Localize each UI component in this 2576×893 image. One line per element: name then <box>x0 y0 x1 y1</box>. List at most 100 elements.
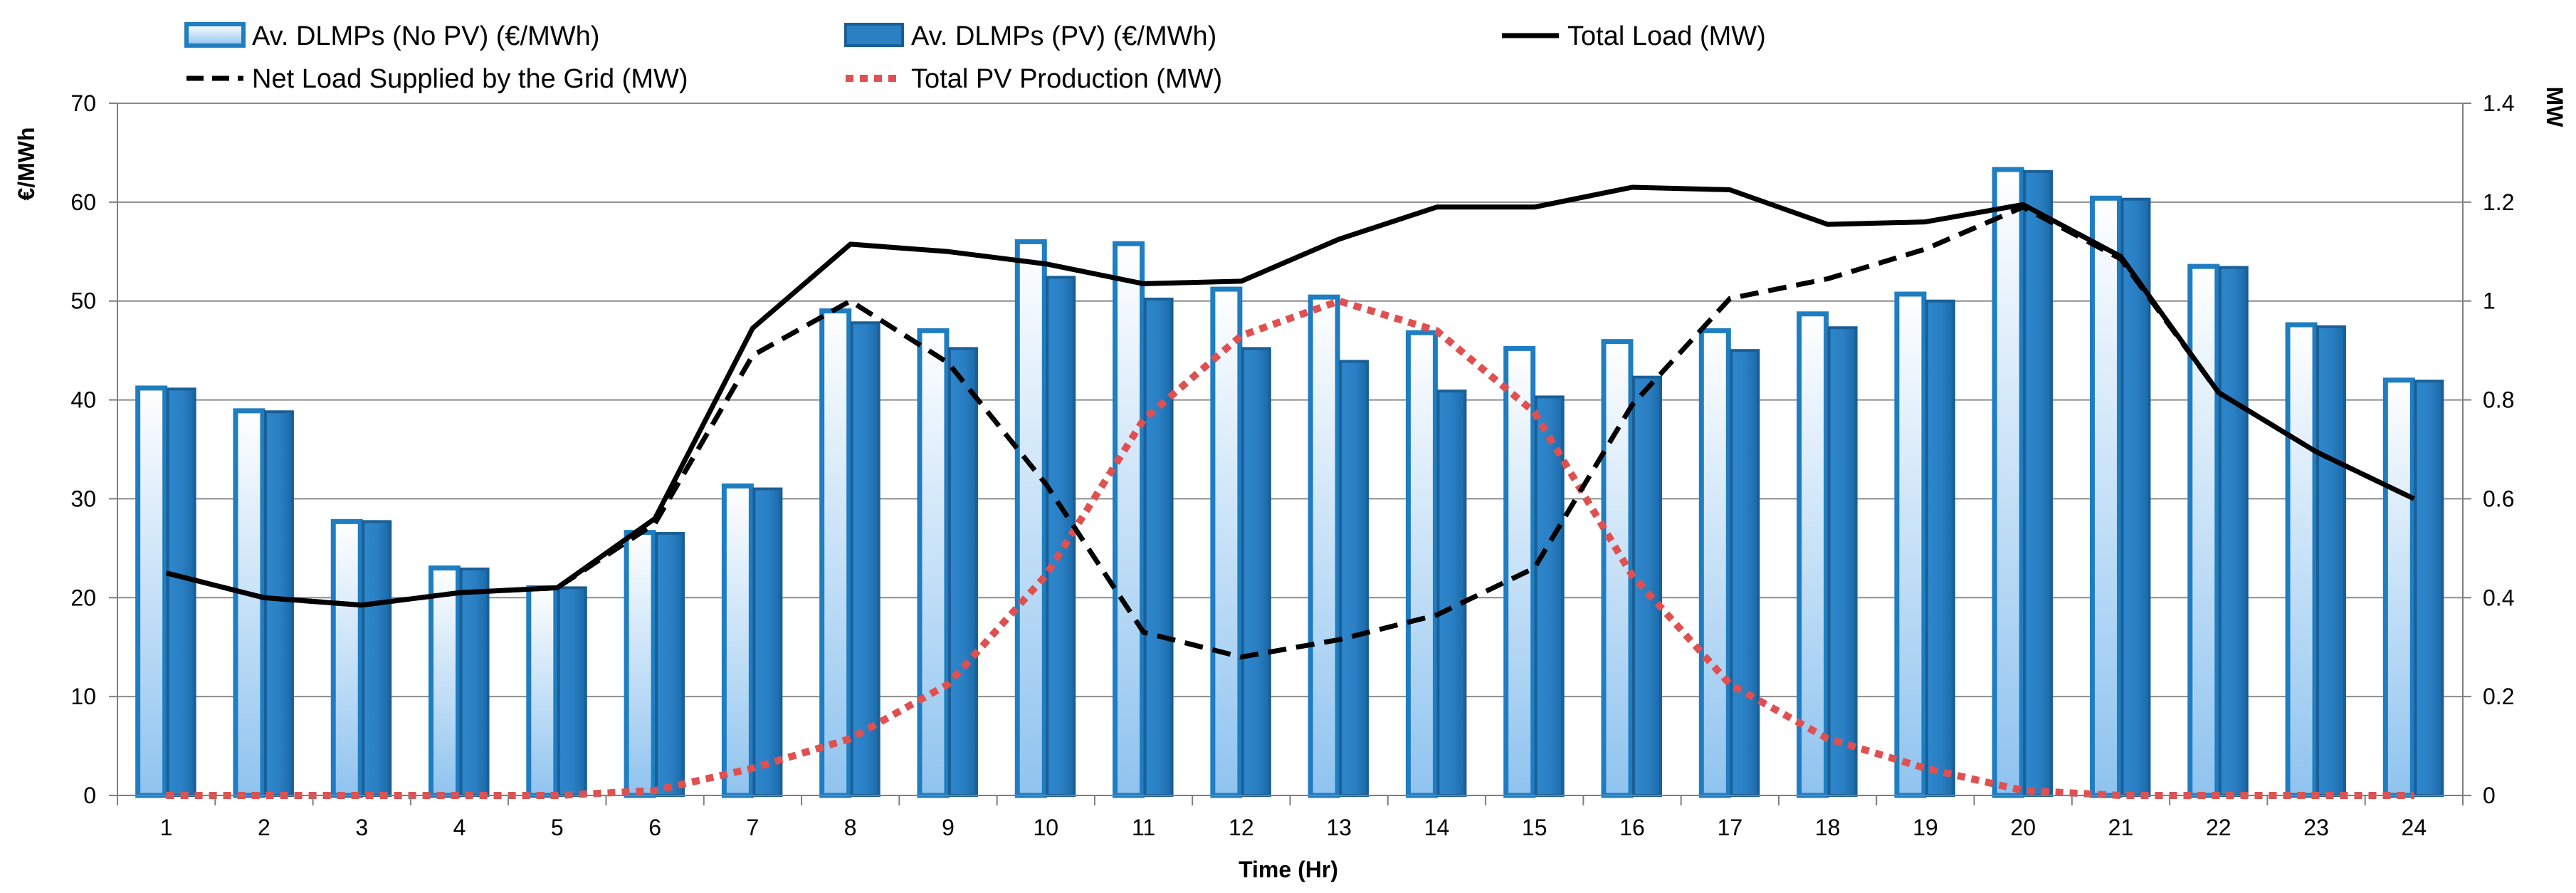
bar-pv <box>1241 347 1271 797</box>
x-tick-label: 6 <box>648 815 661 840</box>
x-tick-label: 3 <box>355 815 368 840</box>
bar-no-pv <box>135 385 168 798</box>
legend-item-dlmp-no-pv: Av. DLMPs (No PV) (€/MWh) <box>184 21 599 51</box>
x-tick-label: 10 <box>1033 815 1058 840</box>
x-tick-label: 7 <box>746 815 759 840</box>
x-axis-title: Time (Hr) <box>1239 857 1338 882</box>
bar-no-pv <box>526 585 559 798</box>
legend-label: Av. DLMPs (PV) (€/MWh) <box>911 21 1216 51</box>
bar-pv <box>2414 380 2444 797</box>
y2-tick-label: 1 <box>2483 288 2496 314</box>
y-axis-title: €/MWh <box>14 127 39 200</box>
bar-pv <box>655 532 685 797</box>
y-tick-label: 60 <box>70 189 96 215</box>
bar-pv <box>1436 390 1467 797</box>
bar-no-pv <box>1113 241 1145 798</box>
bar-no-pv <box>917 328 950 798</box>
bar-no-pv <box>1405 330 1438 798</box>
grid-lines <box>117 103 2463 698</box>
bar-no-pv <box>1894 291 1927 798</box>
bar-no-pv <box>330 518 363 798</box>
legend-item-dlmp-pv: Av. DLMPs (PV) (€/MWh) <box>844 21 1216 51</box>
x-tick-label: 8 <box>844 815 857 840</box>
x-tick-label: 13 <box>1326 815 1352 840</box>
y-tick-label: 20 <box>70 585 96 610</box>
legend-label: Av. DLMPs (No PV) (€/MWh) <box>252 21 599 51</box>
y2-tick-label: 0.6 <box>2483 486 2514 511</box>
bar-pv <box>557 586 587 798</box>
x-tick-label: 20 <box>2010 815 2036 840</box>
legend-label: Total Load (MW) <box>1567 21 1766 51</box>
x-tick-label: 18 <box>1815 815 1841 840</box>
y2-tick-label: 0.2 <box>2483 684 2514 709</box>
bar-pv <box>1339 360 1370 798</box>
x-tick-label: 15 <box>1522 815 1547 840</box>
x-tick-label: 5 <box>551 815 564 840</box>
bar-no-pv <box>1698 328 1731 798</box>
bar-pv <box>2316 325 2347 797</box>
bar-no-pv <box>1992 167 2024 798</box>
y2-axis-ticks: 0 0.2 0.4 0.6 0.8 1 1.2 1.4 <box>2483 90 2514 808</box>
bar-pv <box>2023 169 2054 798</box>
bar-pv <box>263 410 294 797</box>
y-axis-ticks: 0 10 20 30 40 50 60 70 <box>70 90 96 808</box>
bar-no-pv <box>2285 322 2318 798</box>
bar-no-pv <box>2187 263 2220 798</box>
x-tick-label: 1 <box>160 815 173 840</box>
x-tick-label: 9 <box>942 815 955 840</box>
bar-pv <box>1730 349 1760 797</box>
bar-no-pv <box>819 308 852 798</box>
y2-tick-label: 0.4 <box>2483 585 2514 610</box>
bars <box>135 167 2444 798</box>
bar-no-pv <box>1014 239 1047 798</box>
x-axis-ticks: 1 2 3 4 5 6 7 8 9 10 11 12 13 14 15 16 17 18 19 20 21 22 23 24 <box>160 815 2427 840</box>
legend: Av. DLMPs (No PV) (€/MWh) Av. DLMPs (PV) … <box>184 21 1766 94</box>
bar-no-pv <box>233 408 266 798</box>
x-tick-label: 14 <box>1424 815 1450 840</box>
x-tick-label: 11 <box>1132 815 1155 840</box>
x-tick-label: 12 <box>1229 815 1254 840</box>
bar-pv <box>947 347 978 797</box>
y2-tick-label: 0 <box>2483 783 2496 808</box>
legend-swatch <box>844 23 904 47</box>
y2-tick-label: 0.8 <box>2483 387 2514 413</box>
x-tick-label: 17 <box>1718 815 1743 840</box>
lines <box>165 184 2415 799</box>
bar-pv <box>1827 326 1858 798</box>
y-tick-label: 10 <box>70 684 96 709</box>
y2-tick-label: 1.4 <box>2483 90 2514 116</box>
legend-item-total-load: Total Load (MW) <box>1502 21 1766 51</box>
line-total-load <box>165 184 2415 608</box>
bar-no-pv <box>721 483 754 798</box>
bar-pv <box>166 387 196 797</box>
y-tick-label: 50 <box>70 288 96 314</box>
bar-pv <box>1534 395 1565 797</box>
x-tick-label: 24 <box>2402 815 2427 840</box>
y2-tick-label: 1.2 <box>2483 189 2514 215</box>
bar-no-pv <box>1797 311 1829 798</box>
bar-no-pv <box>1308 294 1340 798</box>
y-tick-label: 30 <box>70 486 96 511</box>
legend-label: Total PV Production (MW) <box>911 64 1222 94</box>
y-tick-label: 0 <box>83 783 96 808</box>
x-tick-label: 19 <box>1913 815 1938 840</box>
legend-label: Net Load Supplied by the Grid (MW) <box>252 64 688 94</box>
bar-no-pv <box>2089 195 2122 798</box>
bar-pv <box>752 487 783 797</box>
x-tick-label: 22 <box>2206 815 2231 840</box>
line-pv-production <box>166 297 2414 799</box>
bar-no-pv <box>429 565 461 798</box>
bar-pv <box>2120 197 2151 798</box>
bar-pv <box>459 568 490 797</box>
bar-pv <box>1143 297 1174 797</box>
x-tick-label: 4 <box>453 815 466 840</box>
legend-item-pv-production: Total PV Production (MW) <box>846 64 1222 94</box>
bar-pv <box>362 520 392 797</box>
bar-pv <box>1925 299 1955 797</box>
axes <box>109 103 2471 805</box>
bar-pv <box>1046 276 1076 798</box>
y-tick-label: 70 <box>70 90 96 116</box>
bar-no-pv <box>2382 377 2415 798</box>
x-tick-label: 16 <box>1619 815 1645 840</box>
